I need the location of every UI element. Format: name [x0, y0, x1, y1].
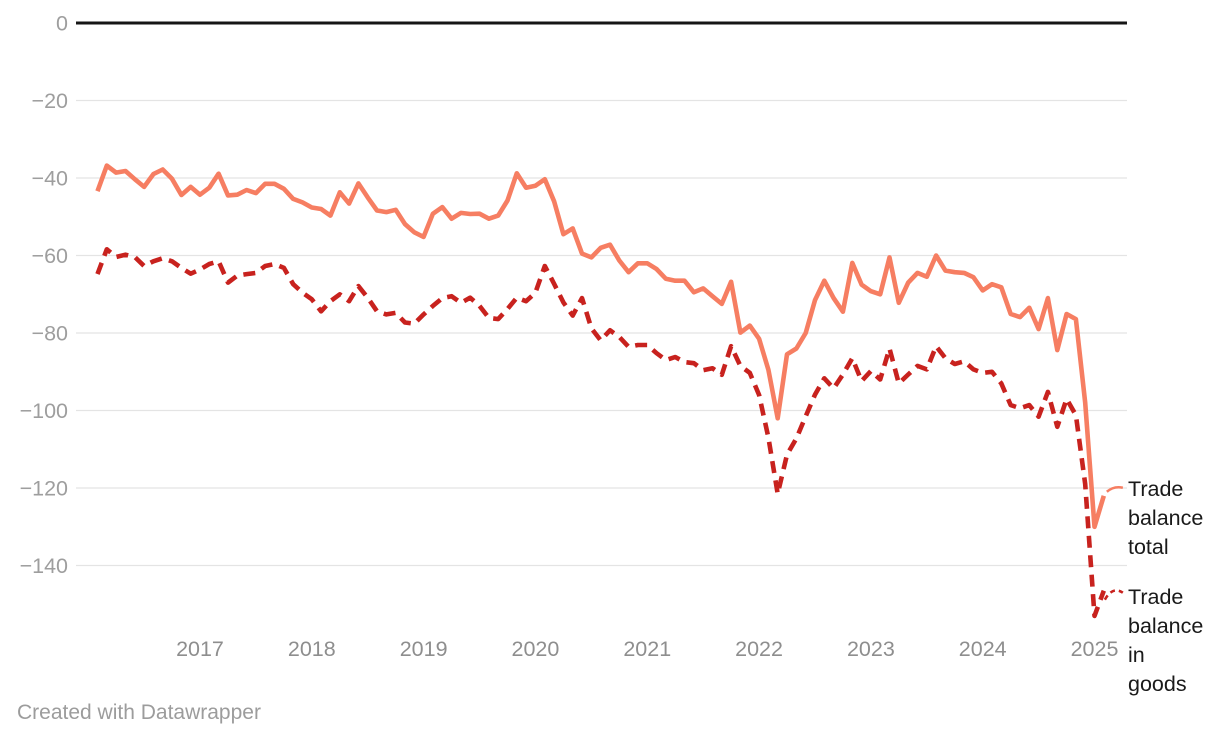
legend-line: balance: [1128, 614, 1204, 638]
legend-connector-total: [1105, 485, 1124, 493]
y-axis-tick-label: −60: [32, 244, 69, 268]
y-axis-tick-label: 0: [56, 12, 68, 36]
x-axis-tick-label: 2017: [176, 637, 224, 661]
legend-line: balance: [1128, 506, 1204, 530]
x-axis-tick-label: 2021: [623, 637, 671, 661]
x-axis-tick-label: 2022: [735, 637, 783, 661]
y-axis-tick-label: −100: [20, 399, 68, 423]
y-axis-tick-label: −40: [32, 167, 69, 191]
legend-line: in: [1128, 643, 1145, 667]
x-axis-tick-label: 2020: [512, 637, 560, 661]
x-axis-tick-label: 2018: [288, 637, 336, 661]
legend-line: Trade: [1128, 585, 1184, 609]
series-line-total: [95, 163, 1107, 530]
y-axis-tick-label: −20: [32, 89, 69, 113]
legend-line: Trade: [1128, 477, 1184, 501]
legend-line: total: [1128, 535, 1169, 559]
x-axis-tick-label: 2023: [847, 637, 895, 661]
attribution: Created with Datawrapper: [17, 701, 261, 724]
legend-connector-goods: [1103, 589, 1124, 601]
y-axis-tick-label: −80: [32, 322, 69, 346]
x-axis-tick-label: 2019: [400, 637, 448, 661]
x-axis-tick-label: 2025: [1071, 637, 1119, 661]
legend-label-total: Trade balance total: [1128, 475, 1220, 562]
series-line-goods: [95, 247, 1106, 619]
legend-label-goods: Trade balance in goods: [1128, 583, 1220, 699]
x-axis-tick-label: 2024: [959, 637, 1007, 661]
y-axis-tick-label: −140: [20, 554, 68, 578]
y-axis-tick-label: −120: [20, 477, 68, 501]
legend-line: goods: [1128, 672, 1187, 696]
